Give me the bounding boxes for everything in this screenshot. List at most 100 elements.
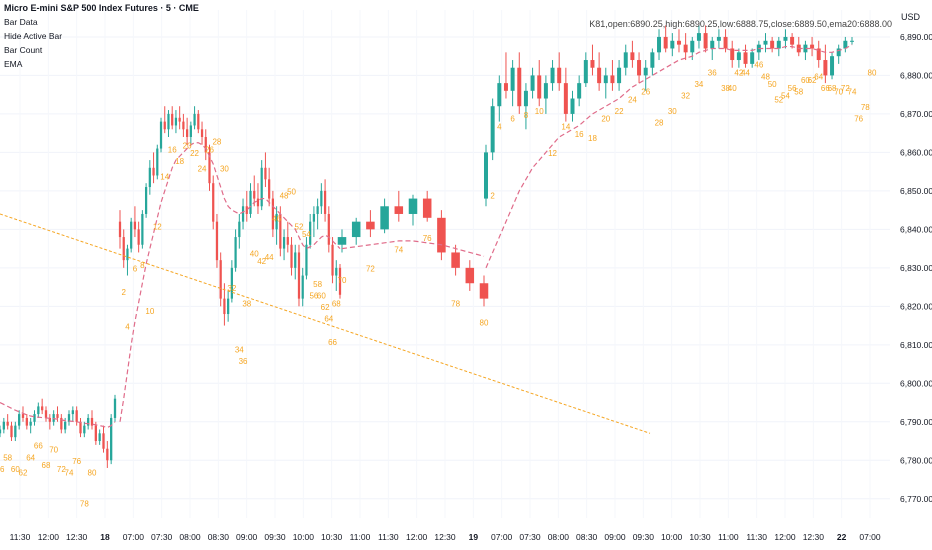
candle-body	[327, 213, 330, 245]
candle-body	[71, 410, 74, 415]
bar-count-label: 14	[561, 122, 570, 131]
bar-count-label: 8	[140, 261, 145, 270]
candle-body	[394, 206, 404, 214]
x-tick-label: 08:30	[576, 532, 598, 542]
candle-body	[163, 121, 166, 130]
y-tick-label: 6,850.00	[900, 186, 932, 196]
candle-body	[670, 40, 675, 49]
bar-count-label: 68	[42, 461, 51, 470]
bar-count-label: 14	[160, 172, 169, 181]
candle-body	[223, 298, 226, 315]
candle-body	[249, 190, 252, 214]
bar-count-label: 66	[821, 84, 830, 93]
candle-body	[497, 83, 502, 107]
x-tick-label: 09:30	[633, 532, 655, 542]
x-tick-label: 19	[469, 532, 479, 542]
candle-body	[637, 60, 642, 76]
candle-body	[275, 213, 278, 230]
bar-count-label: 24	[198, 165, 207, 174]
candle-body	[816, 48, 821, 61]
candle-body	[110, 417, 113, 461]
candle-body	[144, 187, 148, 214]
candle-body	[167, 113, 170, 130]
bar-count-label: 46	[272, 215, 281, 224]
candle-body	[690, 40, 695, 53]
candle-body	[64, 421, 67, 430]
bar-count-label: 60	[317, 292, 326, 301]
candle-body	[6, 421, 9, 426]
x-tick-label: 07:00	[859, 532, 881, 542]
ohlc-readout: K81,open:6890.25,high:6890.25,low:6888.7…	[589, 19, 892, 29]
bar-count-label: 80	[868, 68, 877, 77]
y-tick-label: 6,800.00	[900, 378, 932, 388]
candle-body	[710, 40, 715, 49]
bar-count-label: 6	[510, 115, 515, 124]
bar-count-label: 64	[324, 315, 333, 324]
candle-body	[106, 448, 109, 461]
ema-line	[0, 402, 116, 429]
bar-count-label: 74	[394, 245, 403, 254]
candle-body	[238, 221, 241, 238]
x-tick-label: 11:00	[718, 532, 739, 542]
bar-count-label: 54	[781, 92, 790, 101]
candle-body	[517, 67, 522, 107]
indicator-bar-count[interactable]: Bar Count	[4, 45, 43, 55]
candle-body	[148, 167, 151, 188]
candle-body	[776, 40, 781, 49]
candle-body	[663, 36, 668, 49]
candle-body	[286, 237, 289, 245]
candle-body	[730, 48, 735, 61]
bar-count-label: 74	[848, 88, 857, 97]
y-tick-label: 6,890.00	[900, 32, 932, 42]
x-tick-label: 12:00	[774, 532, 796, 542]
x-tick-label: 12:30	[66, 532, 88, 542]
candle-body	[451, 252, 460, 268]
candle-body	[763, 40, 768, 45]
bar-count-label: 48	[761, 72, 770, 81]
candle-body	[130, 221, 133, 249]
bar-count-label: 10	[145, 307, 154, 316]
candle-body	[597, 67, 602, 84]
candle-body	[29, 421, 32, 426]
bar-count-label: 38	[242, 299, 251, 308]
bar-count-label: 28	[655, 118, 664, 127]
y-tick-label: 6,860.00	[900, 147, 932, 157]
x-tick-label: 12:00	[38, 532, 60, 542]
bar-count-label: 70	[49, 446, 58, 455]
x-tick-label: 09:00	[604, 532, 626, 542]
candle-body	[836, 48, 841, 57]
candle-body	[790, 36, 795, 45]
candle-body	[0, 429, 2, 434]
candle-body	[479, 283, 489, 299]
bar-count-label: 58	[794, 88, 803, 97]
x-tick-label: 07:00	[491, 532, 513, 542]
candle-body	[650, 52, 655, 68]
candle-body	[197, 113, 200, 130]
x-tick-label: 07:00	[123, 532, 145, 542]
candle-body	[245, 206, 248, 214]
candle-body	[657, 36, 662, 53]
indicator-ema[interactable]: EMA	[4, 59, 23, 69]
bar-count-label: 30	[220, 165, 229, 174]
candle-body	[253, 190, 256, 199]
candle-body	[750, 52, 755, 64]
candle-body	[312, 213, 316, 222]
x-tick-label: 10:30	[689, 532, 711, 542]
bar-count-label: 12	[548, 149, 557, 158]
x-tick-label: 07:30	[519, 532, 541, 542]
indicator-hide-active-bar[interactable]: Hide Active Bar	[4, 31, 63, 41]
candle-body	[37, 406, 40, 415]
candle-body	[118, 221, 122, 238]
candle-body	[716, 36, 721, 41]
candle-body	[44, 410, 48, 418]
candle-body	[408, 198, 418, 214]
indicator-bar-data[interactable]: Bar Data	[4, 17, 38, 27]
bar-count-label: 40	[250, 249, 259, 258]
candle-body	[208, 152, 211, 184]
bar-count-label: 56	[788, 84, 797, 93]
bar-count-label: 76	[72, 457, 81, 466]
candle-body	[823, 60, 828, 76]
bar-count-label: 80	[480, 319, 489, 328]
bar-count-label: 62	[808, 76, 817, 85]
